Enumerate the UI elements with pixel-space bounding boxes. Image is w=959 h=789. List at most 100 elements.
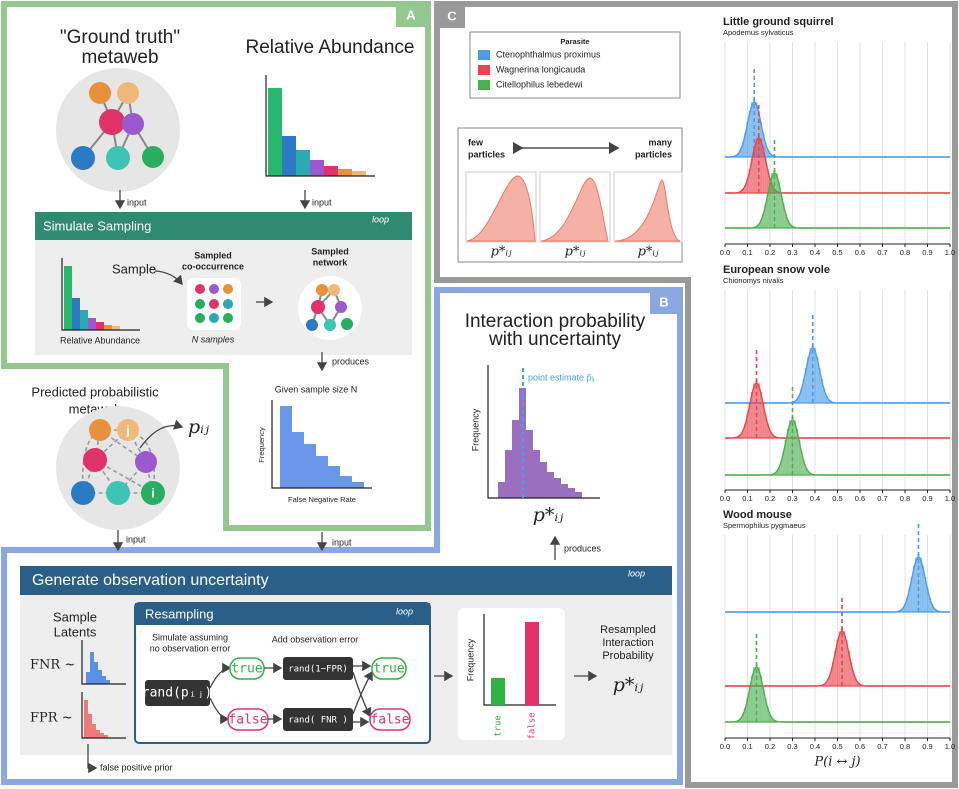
arrow-label: produces [332, 356, 370, 366]
histogram-bar [782, 204, 785, 228]
histogram-bar [919, 557, 922, 612]
histogram-bar [915, 557, 918, 612]
shape [106, 481, 130, 505]
histogram-bar [809, 348, 812, 403]
shape [117, 419, 139, 441]
shape [104, 735, 108, 738]
histogram-bar [771, 434, 774, 438]
histogram-bar [807, 471, 810, 475]
x-tick-label: 0.2 [765, 494, 775, 503]
shape [282, 136, 296, 176]
histogram-bar [780, 192, 783, 228]
x-tick-label: 0.4 [810, 742, 820, 751]
shape [280, 406, 292, 488]
histogram-bar [798, 439, 801, 475]
histogram-bar [764, 157, 767, 193]
shape [512, 420, 519, 498]
histogram-bar [746, 121, 749, 157]
axis-label: False Negative Rate [288, 495, 356, 504]
annotation: point estimate p̂ᵢⱼ [528, 372, 595, 382]
histogram-bar [768, 430, 772, 438]
shape [335, 301, 347, 313]
histogram-bar [741, 714, 745, 722]
histogram-bar [759, 220, 763, 228]
shape [64, 266, 72, 330]
shape [141, 481, 165, 505]
shape [209, 662, 232, 689]
histogram-bar [827, 399, 830, 403]
histogram-bar [775, 471, 778, 475]
caption: particles [468, 149, 505, 159]
x-tick-label: 0.6 [855, 248, 865, 257]
density-curve [725, 172, 950, 229]
histogram-bar [813, 348, 817, 403]
legend-title: Parasite [560, 37, 589, 46]
shape [209, 313, 219, 323]
heading: Predicted probabilistic [31, 384, 159, 399]
outcome: false [228, 713, 267, 728]
histogram-bar [771, 173, 774, 228]
x-tick-label: 0.6 [855, 494, 865, 503]
histogram-bar [798, 395, 801, 403]
arrow-label: input [312, 197, 332, 207]
histogram-bar [748, 402, 751, 438]
shape [84, 700, 88, 738]
histogram-bar [764, 698, 767, 722]
box-title: Resampling [145, 606, 214, 621]
shape [614, 179, 681, 242]
math-label: pᵢⱼ [188, 416, 209, 438]
shape [341, 318, 353, 330]
math-label: p*ᵢⱼ [491, 245, 512, 260]
histogram-bar [906, 597, 909, 612]
heading: Sampled [311, 246, 349, 256]
histogram-bar [766, 192, 769, 228]
heading: Latents [54, 624, 97, 639]
shape [328, 466, 340, 488]
node [71, 146, 95, 170]
histogram-bar [762, 146, 765, 193]
histogram-bar [822, 388, 826, 403]
shape [83, 448, 107, 472]
shape [265, 75, 375, 177]
histogram-bar [818, 367, 821, 403]
shape [466, 175, 536, 242]
histogram-bar [856, 682, 859, 686]
histogram-bar [762, 213, 765, 228]
histogram-bar [827, 678, 830, 686]
histogram-bar [825, 395, 828, 403]
shape [61, 258, 140, 331]
histogram-bar [807, 356, 810, 403]
node-label: i [151, 485, 155, 500]
shape [96, 730, 100, 738]
shape [352, 671, 372, 718]
histogram-bar [928, 597, 931, 612]
heading: "Ground truth" [60, 27, 180, 48]
heading: network [313, 257, 349, 267]
math-label: p*ᵢⱼ [613, 674, 644, 696]
x-tick-label: 1.0 [945, 248, 955, 257]
histogram-bar [854, 678, 857, 686]
shape [71, 481, 95, 505]
histogram-bar [784, 439, 787, 475]
histogram-bar [757, 224, 760, 228]
x-tick-label: 1.0 [945, 494, 955, 503]
histogram-bar [771, 718, 774, 722]
x-tick-label: 0.7 [877, 494, 887, 503]
shape [505, 450, 512, 498]
x-tick-label: 0.7 [877, 248, 887, 257]
group: Ctenophthalmus proximus Wagnerina longica… [478, 49, 601, 90]
histogram-bar [766, 423, 769, 438]
heading: Relative Abundance [245, 37, 414, 58]
node [142, 146, 164, 168]
histogram-bar [768, 714, 772, 722]
histogram-bar [746, 178, 749, 193]
heading: co-occurrence [182, 261, 244, 271]
node-label: j [125, 422, 130, 437]
shape [352, 670, 373, 715]
shape [98, 670, 102, 684]
loop-label: loop [372, 214, 389, 224]
shape [195, 313, 205, 323]
x-tick-label: 0.1 [742, 494, 752, 503]
x-tick-label: 0.0 [720, 494, 730, 503]
shape [554, 478, 561, 498]
